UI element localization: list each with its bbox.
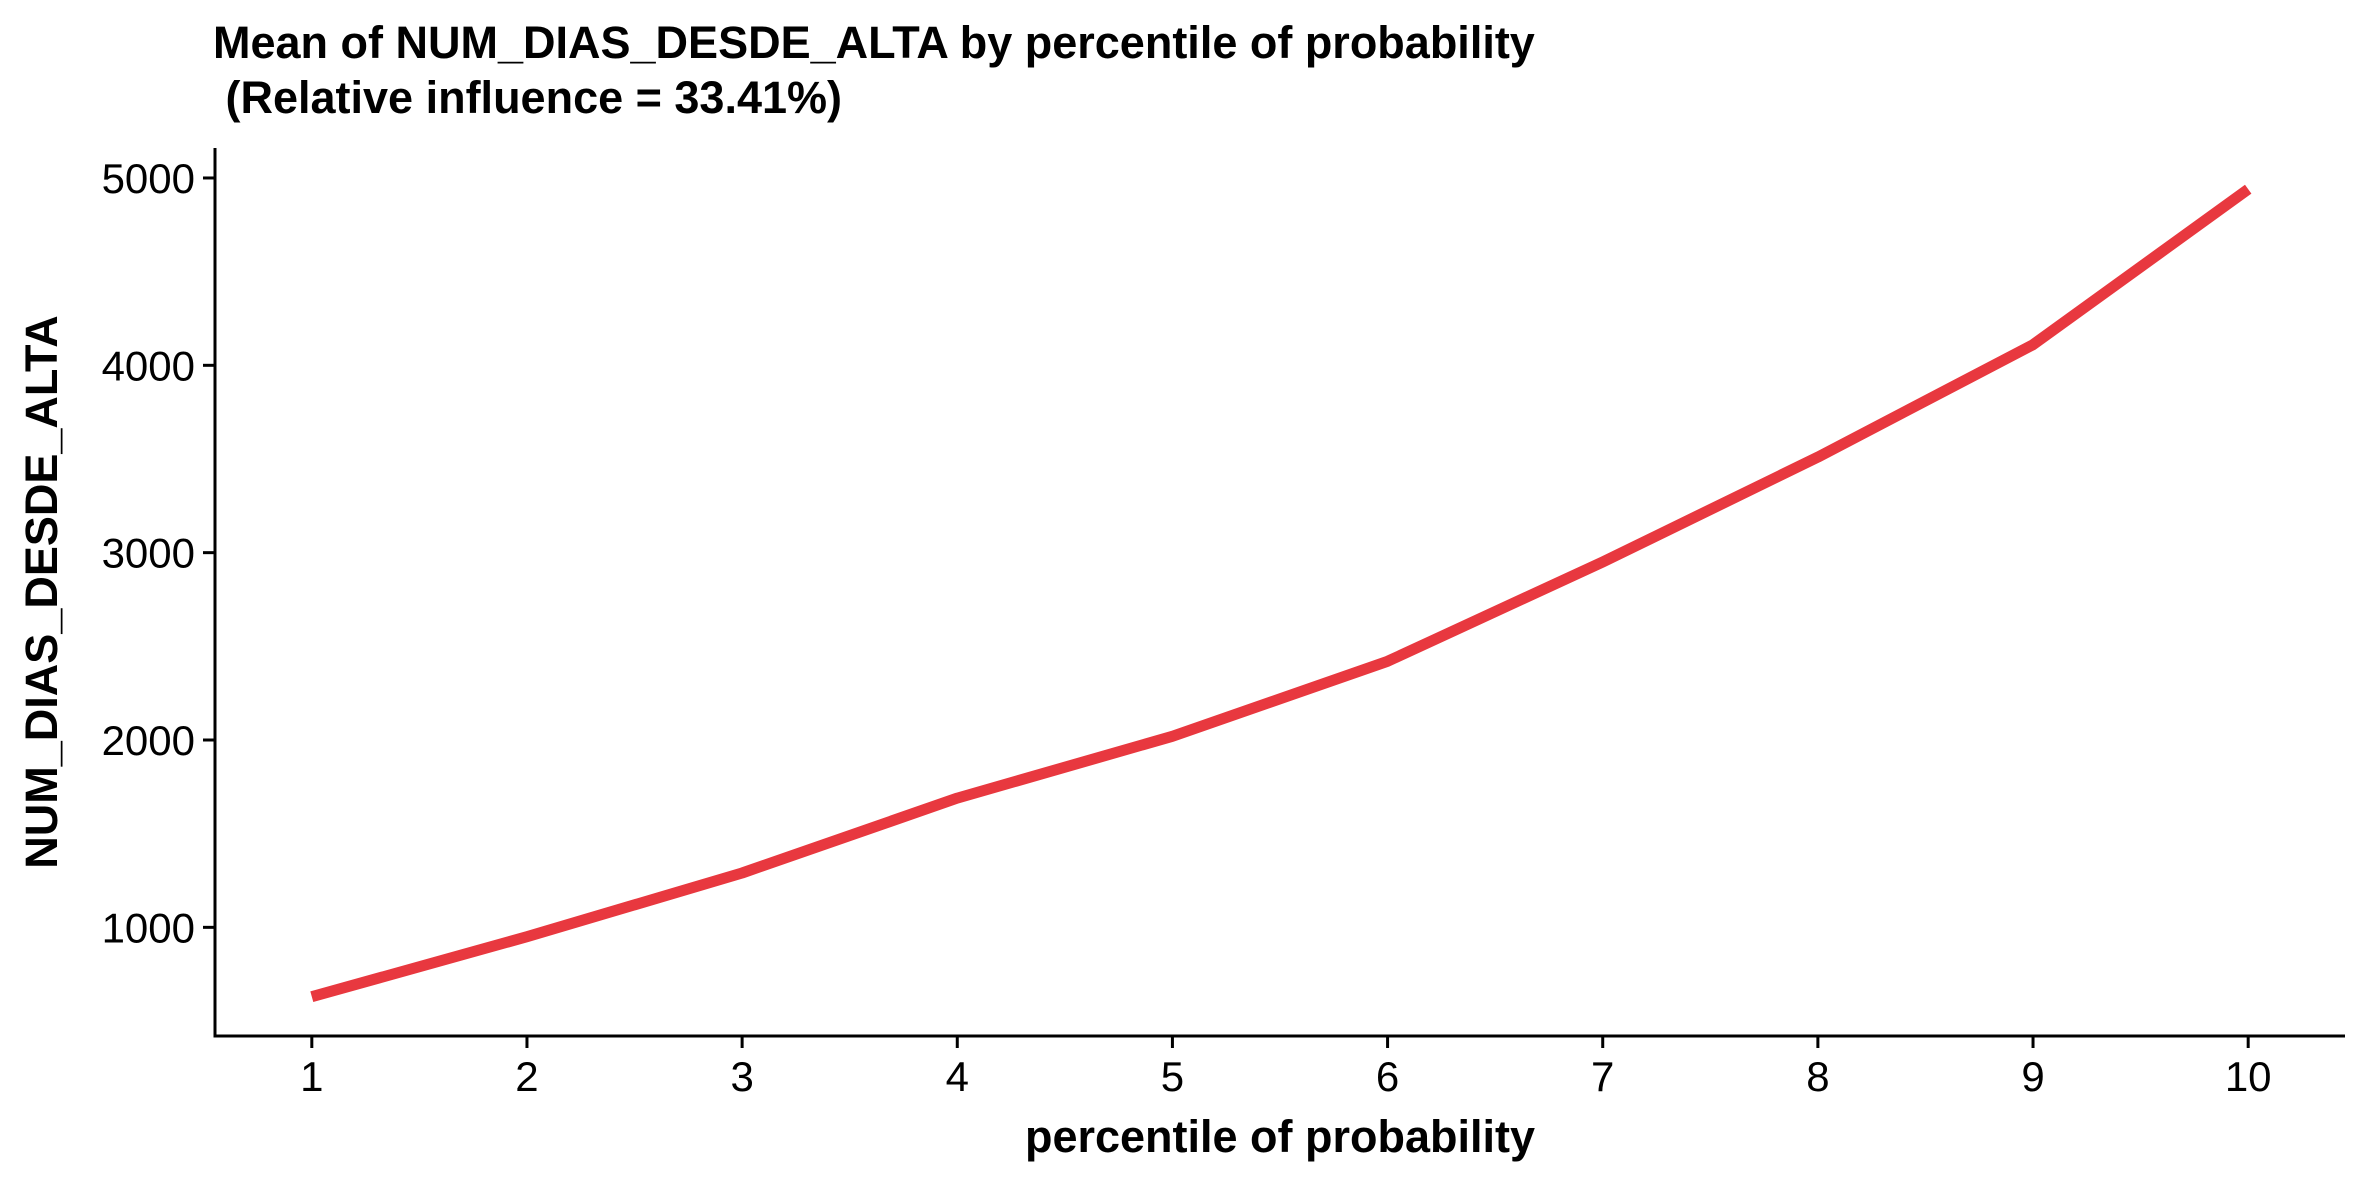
- y-tick-label: 3000: [102, 530, 195, 577]
- x-tick-label: 8: [1806, 1053, 1829, 1100]
- y-tick-label: 4000: [102, 342, 195, 389]
- x-tick-label: 7: [1591, 1053, 1614, 1100]
- x-tick-label: 1: [300, 1053, 323, 1100]
- x-tick-label: 2: [515, 1053, 538, 1100]
- y-tick-label: 5000: [102, 155, 195, 202]
- x-tick-label: 10: [2225, 1053, 2272, 1100]
- x-tick-label: 4: [946, 1053, 969, 1100]
- y-axis-title: NUM_DIAS_DESDE_ALTA: [16, 315, 67, 868]
- series-layer: [310, 184, 2252, 1002]
- y-tick-label: 2000: [102, 717, 195, 764]
- y-tick-label: 1000: [102, 904, 195, 951]
- series-line-0: [310, 184, 2252, 1002]
- plot-area: 1000 2000 3000 4000 5000 1 2 3 4 5 6 7 8 9 10: [102, 148, 2345, 1100]
- x-tick-label: 3: [730, 1053, 753, 1100]
- x-axis-title: percentile of probability: [1025, 1111, 1535, 1162]
- x-tick-label: 9: [2021, 1053, 2044, 1100]
- chart-subtitle: (Relative influence = 33.41%): [213, 72, 842, 123]
- chart-title: Mean of NUM_DIAS_DESDE_ALTA by percentil…: [213, 17, 1535, 68]
- y-axis-ticks: 1000 2000 3000 4000 5000: [102, 155, 215, 951]
- x-tick-label: 5: [1161, 1053, 1184, 1100]
- x-tick-label: 6: [1376, 1053, 1399, 1100]
- x-axis-ticks: 1 2 3 4 5 6 7 8 9 10: [300, 1036, 2272, 1100]
